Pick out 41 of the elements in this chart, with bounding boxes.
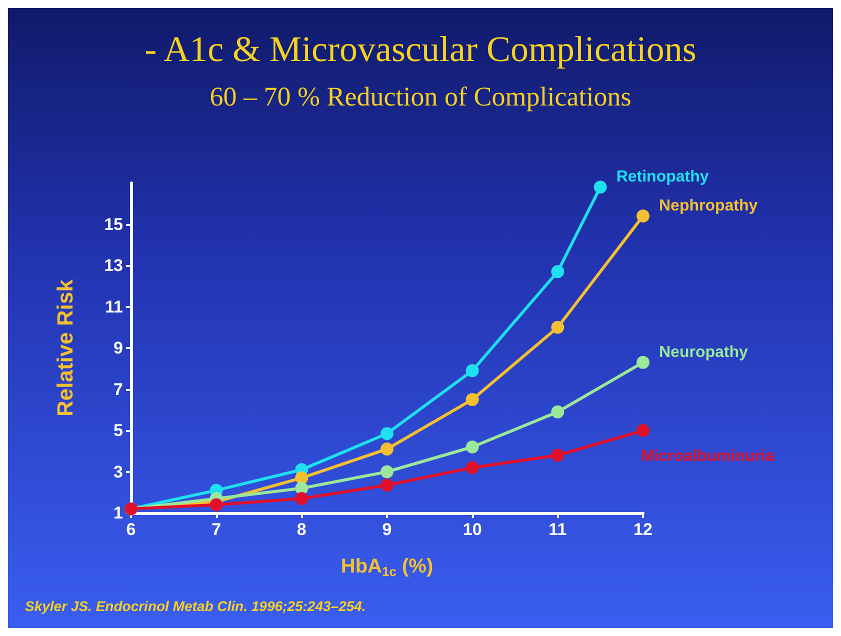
- x-tick-label: 7: [212, 520, 222, 539]
- point: [380, 478, 394, 492]
- series-label: Nephropathy: [659, 198, 758, 214]
- y-axis-title: Relative Risk: [52, 278, 78, 416]
- y-tick-label: 9: [114, 338, 123, 358]
- point: [551, 448, 564, 462]
- series-label: Microalbuminuria: [641, 448, 774, 465]
- x-tick-label: 9: [382, 520, 392, 539]
- point: [380, 465, 394, 478]
- text: Skyler JS. Endocrinol Metab Clin. 1996;25:243–254.: [25, 598, 366, 614]
- point: [466, 364, 479, 378]
- point: [380, 427, 394, 440]
- point: [551, 265, 564, 278]
- point: [636, 424, 650, 437]
- point: [466, 440, 479, 454]
- point: [295, 492, 308, 506]
- y-tick-label: 13: [104, 256, 123, 275]
- point: [636, 356, 650, 369]
- x-tick-label: 10: [462, 520, 482, 539]
- x-tick-label: 12: [634, 520, 652, 539]
- chart-title: - A1c & Microvascular Complications: [144, 29, 696, 69]
- y-tick-label: 15: [104, 214, 123, 234]
- point: [636, 210, 650, 222]
- x-tick-label: 6: [126, 520, 136, 539]
- x-tick-label: 8: [296, 520, 306, 539]
- y-tick-label: 7: [114, 380, 123, 399]
- chart-subtitle: 60 – 70 % Reduction of Complications: [210, 82, 632, 112]
- y-tick-label: 5: [114, 421, 123, 440]
- series-label: Neuropathy: [659, 344, 748, 361]
- point: [466, 393, 479, 406]
- series-label: Retinopathy: [616, 168, 709, 186]
- y-tick-label: 11: [105, 297, 123, 316]
- point: [380, 442, 394, 456]
- point: [210, 498, 223, 512]
- point: [594, 180, 607, 194]
- point: [466, 461, 479, 474]
- x-tick-label: 11: [548, 520, 567, 539]
- y-tick-label: 1: [114, 504, 123, 522]
- point: [551, 320, 564, 334]
- point: [551, 405, 564, 418]
- y-tick-label: 3: [114, 462, 123, 482]
